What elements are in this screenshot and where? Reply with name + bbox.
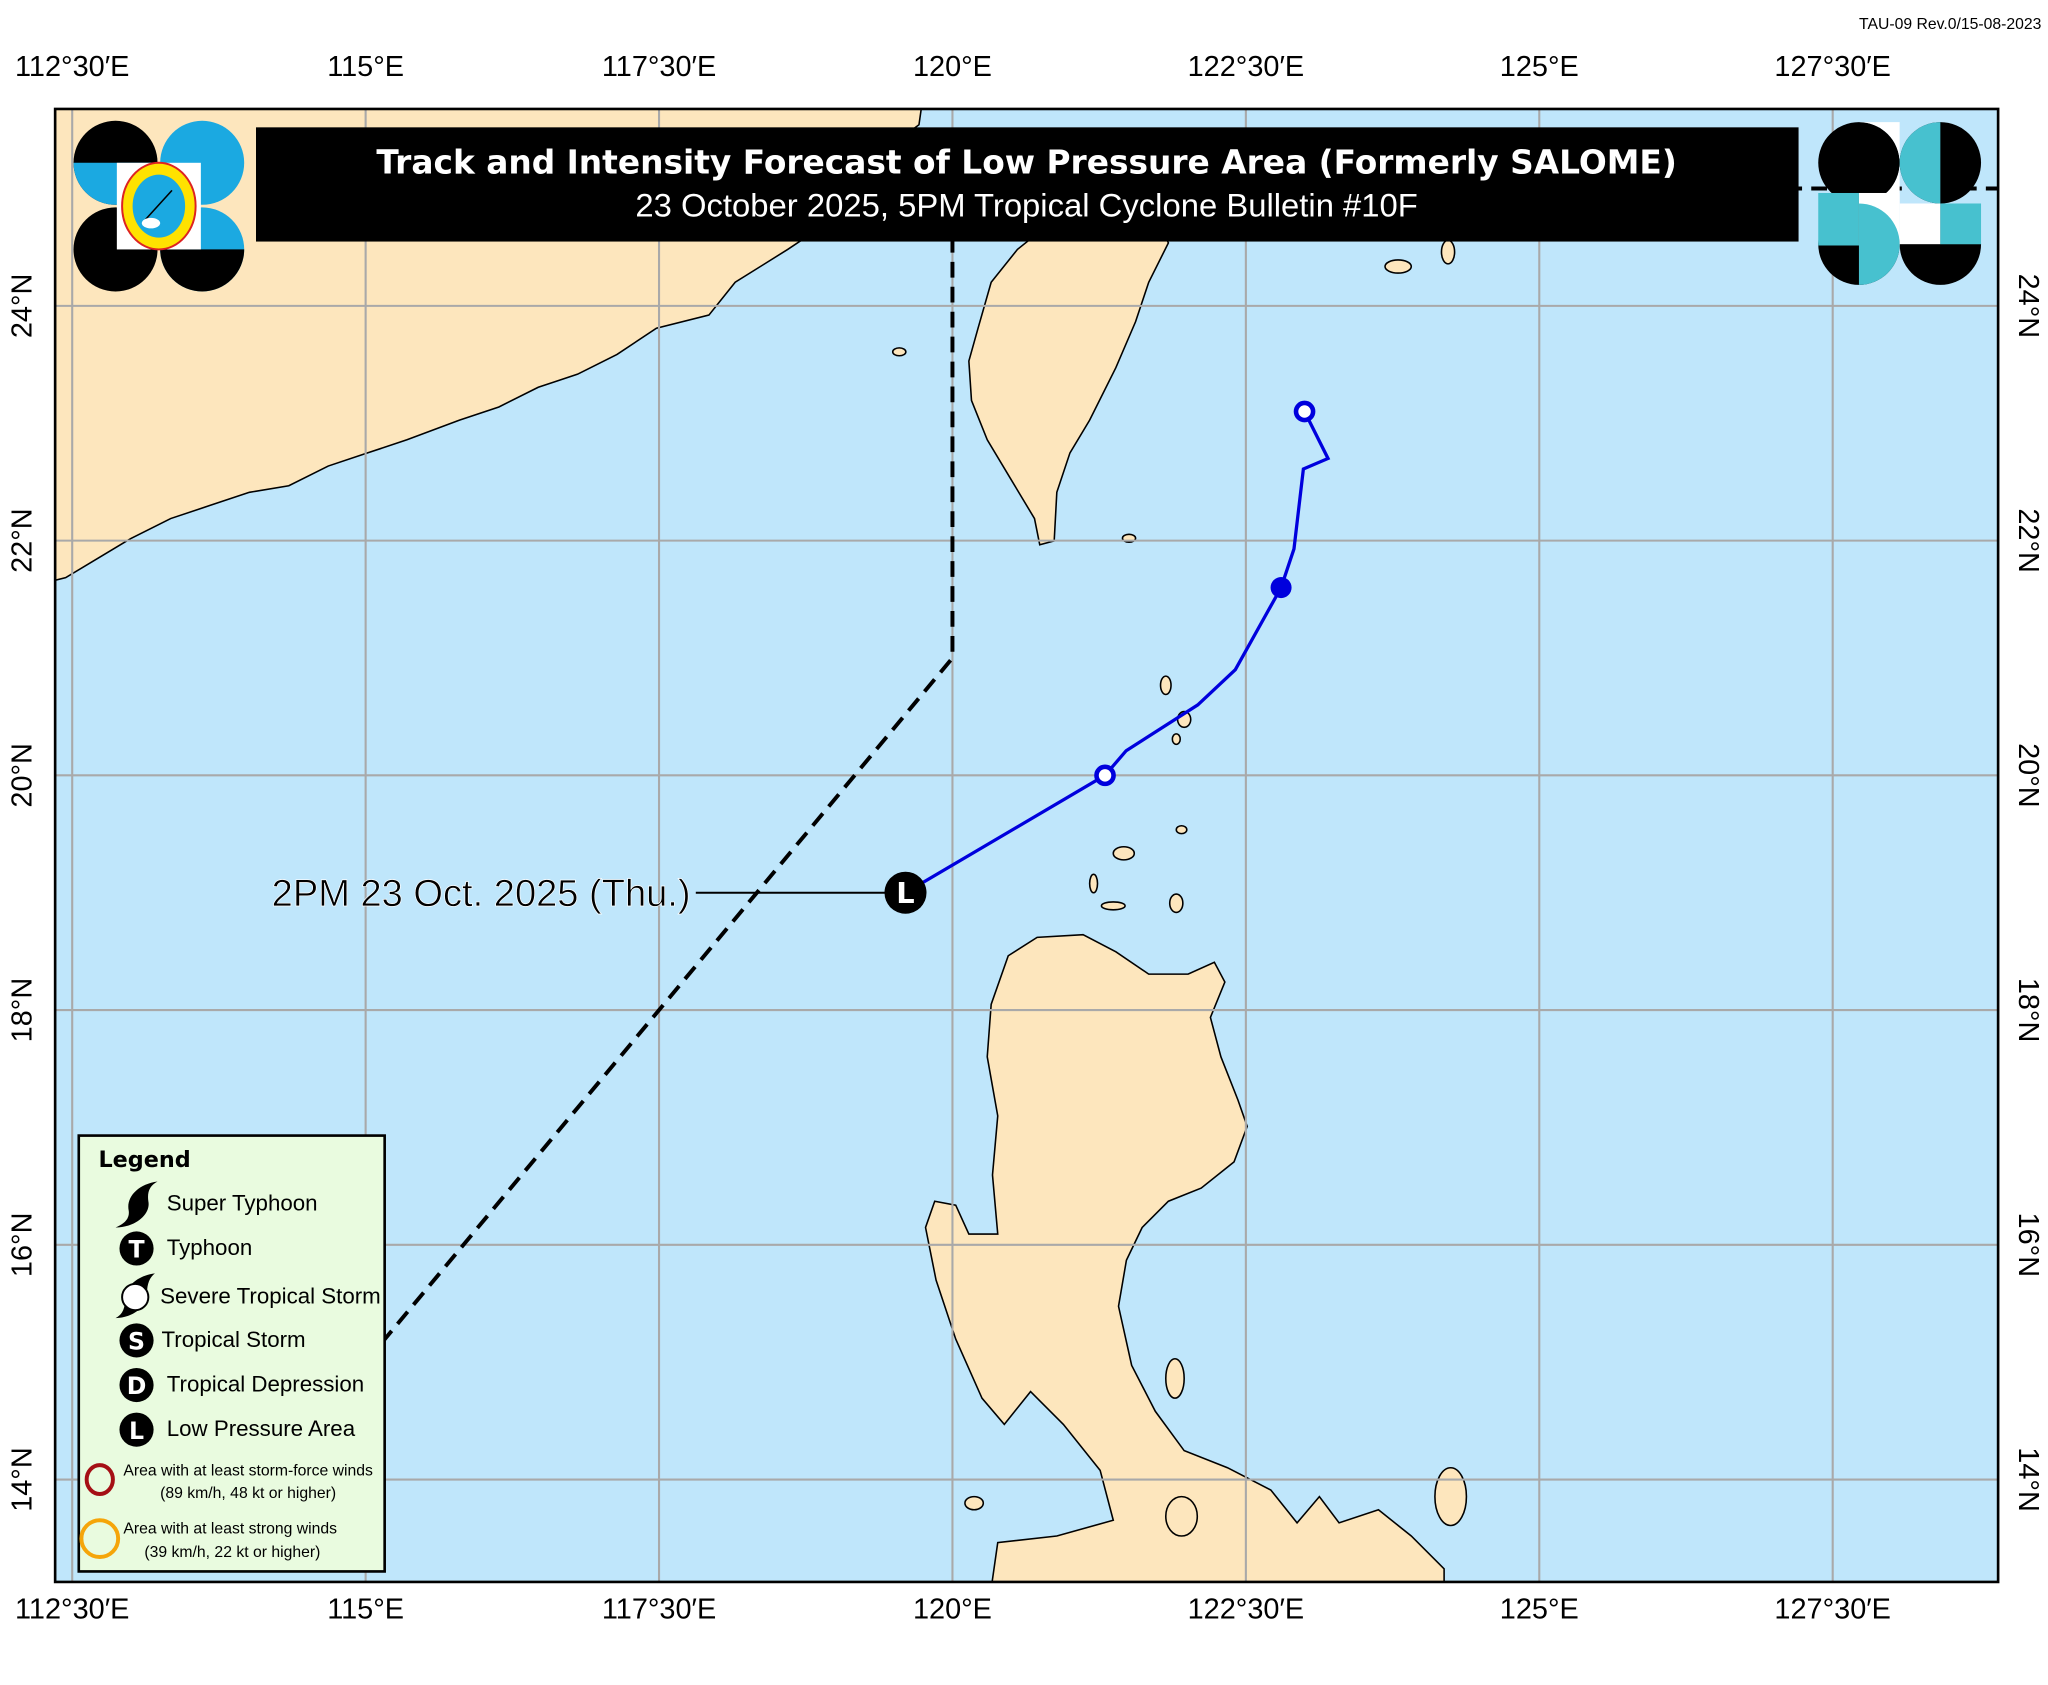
latitude-label: 24°N xyxy=(2012,274,2044,339)
legend-item-typhoon: T Typhoon xyxy=(119,1231,253,1266)
latitude-label: 20°N xyxy=(2012,743,2044,808)
longitude-label: 117°30′E xyxy=(602,51,716,83)
longitude-label: 115°E xyxy=(327,1594,404,1626)
latitude-label: 22°N xyxy=(2012,508,2044,573)
forecast-point-open-marker xyxy=(1094,764,1116,787)
forecast-point-open-marker xyxy=(1293,400,1316,423)
legend-item-super-typhoon: Super Typhoon xyxy=(115,1181,318,1228)
longitude-label: 127°30′E xyxy=(1774,1594,1891,1626)
svg-text:S: S xyxy=(128,1328,145,1356)
latitude-label: 16°N xyxy=(2012,1213,2044,1278)
legend: Legend Super Typhoon T Typhoon Severe Tr… xyxy=(77,1134,386,1573)
tropical-depression-icon xyxy=(119,1367,154,1403)
svg-text:Tropical Depression: Tropical Depression xyxy=(167,1372,364,1397)
pagasa-logo xyxy=(73,120,245,292)
revision-label: TAU-09 Rev.0/15-08-2023 xyxy=(1859,16,2042,33)
axis-labels: 112°30′E 112°30′E 115°E 115°E 117°30′E 117°30… xyxy=(7,51,2045,1626)
svg-text:Super Typhoon: Super Typhoon xyxy=(167,1190,318,1215)
map-title: Track and Intensity Forecast of Low Pres… xyxy=(376,143,1676,181)
forecast-track-line xyxy=(904,410,1331,895)
longitude-label: 122°30′E xyxy=(1188,51,1305,83)
forecast-track-markers xyxy=(1094,400,1316,787)
longitude-label: 112°30′E xyxy=(15,51,129,83)
svg-text:Low Pressure Area: Low Pressure Area xyxy=(167,1416,356,1441)
latitude-label: 24°N xyxy=(7,274,39,339)
legend-title: Legend xyxy=(98,1147,190,1173)
forecast-point-filled-marker xyxy=(1270,577,1292,599)
latitude-label: 22°N xyxy=(7,508,39,573)
typhoon-icon xyxy=(119,1231,154,1266)
longitude-label: 125°E xyxy=(1500,1594,1579,1626)
svg-text:Typhoon: Typhoon xyxy=(167,1235,253,1260)
latitude-label: 18°N xyxy=(7,978,39,1043)
strong-winds-area-icon xyxy=(79,1518,121,1559)
longitude-label: 115°E xyxy=(327,51,404,83)
longitude-label: 117°30′E xyxy=(602,1594,716,1626)
legend-item-low-pressure-area: L Low Pressure Area xyxy=(119,1412,356,1447)
legend-item-severe-tropical-storm: Severe Tropical Storm xyxy=(115,1273,381,1319)
legend-item-tropical-storm: S Tropical Storm xyxy=(119,1323,306,1358)
longitude-label: 122°30′E xyxy=(1188,1594,1305,1626)
svg-text:Severe Tropical Storm: Severe Tropical Storm xyxy=(160,1284,381,1309)
low-pressure-area-marker: L xyxy=(884,871,927,914)
svg-text:Tropical Storm: Tropical Storm xyxy=(161,1327,305,1352)
land-luzon xyxy=(924,933,1445,1582)
latitude-label: 18°N xyxy=(2012,978,2044,1043)
latitude-label: 16°N xyxy=(7,1213,39,1278)
svg-text:L: L xyxy=(129,1417,144,1445)
legend-item-tropical-depression: D Tropical Depression xyxy=(119,1367,364,1403)
svg-text:Area with at least strong wind: Area with at least strong winds xyxy=(123,1520,337,1537)
map-frame xyxy=(53,107,2000,1584)
svg-text:T: T xyxy=(128,1236,144,1264)
tropical-storm-icon xyxy=(119,1323,154,1358)
svg-text:Area with at least storm-force: Area with at least storm-force winds xyxy=(123,1463,373,1480)
longitude-label: 127°30′E xyxy=(1774,51,1891,83)
svg-text:(89 km/h, 48 kt or higher): (89 km/h, 48 kt or higher) xyxy=(160,1485,336,1502)
low-pressure-area-icon xyxy=(119,1412,154,1447)
latitude-label: 14°N xyxy=(2012,1447,2044,1512)
marker-symbol: L xyxy=(896,876,914,910)
dost-logo xyxy=(1818,122,1982,285)
super-typhoon-icon xyxy=(115,1181,158,1228)
longitude-label: 120°E xyxy=(913,1594,992,1626)
longitude-label: 125°E xyxy=(1500,51,1579,83)
longitude-label: 120°E xyxy=(913,51,992,83)
title-box: Track and Intensity Forecast of Low Pres… xyxy=(256,127,1799,242)
svg-text:(39 km/h, 22 kt or higher): (39 km/h, 22 kt or higher) xyxy=(144,1544,320,1561)
legend-item-storm-force-area: Area with at least storm-force winds (89… xyxy=(84,1463,373,1502)
storm-force-area-icon xyxy=(84,1463,115,1496)
latitude-label: 14°N xyxy=(7,1447,39,1512)
map-subtitle: 23 October 2025, 5PM Tropical Cyclone Bu… xyxy=(635,187,1417,224)
legend-item-strong-winds-area: Area with at least strong winds (39 km/h… xyxy=(79,1518,337,1561)
svg-text:D: D xyxy=(127,1372,147,1400)
current-position-label: 2PM 23 Oct. 2025 (Thu.) xyxy=(272,873,691,915)
par-boundary-dashed-line xyxy=(364,186,1999,1364)
latitude-label: 20°N xyxy=(7,743,39,808)
longitude-label: 112°30′E xyxy=(15,1594,129,1626)
